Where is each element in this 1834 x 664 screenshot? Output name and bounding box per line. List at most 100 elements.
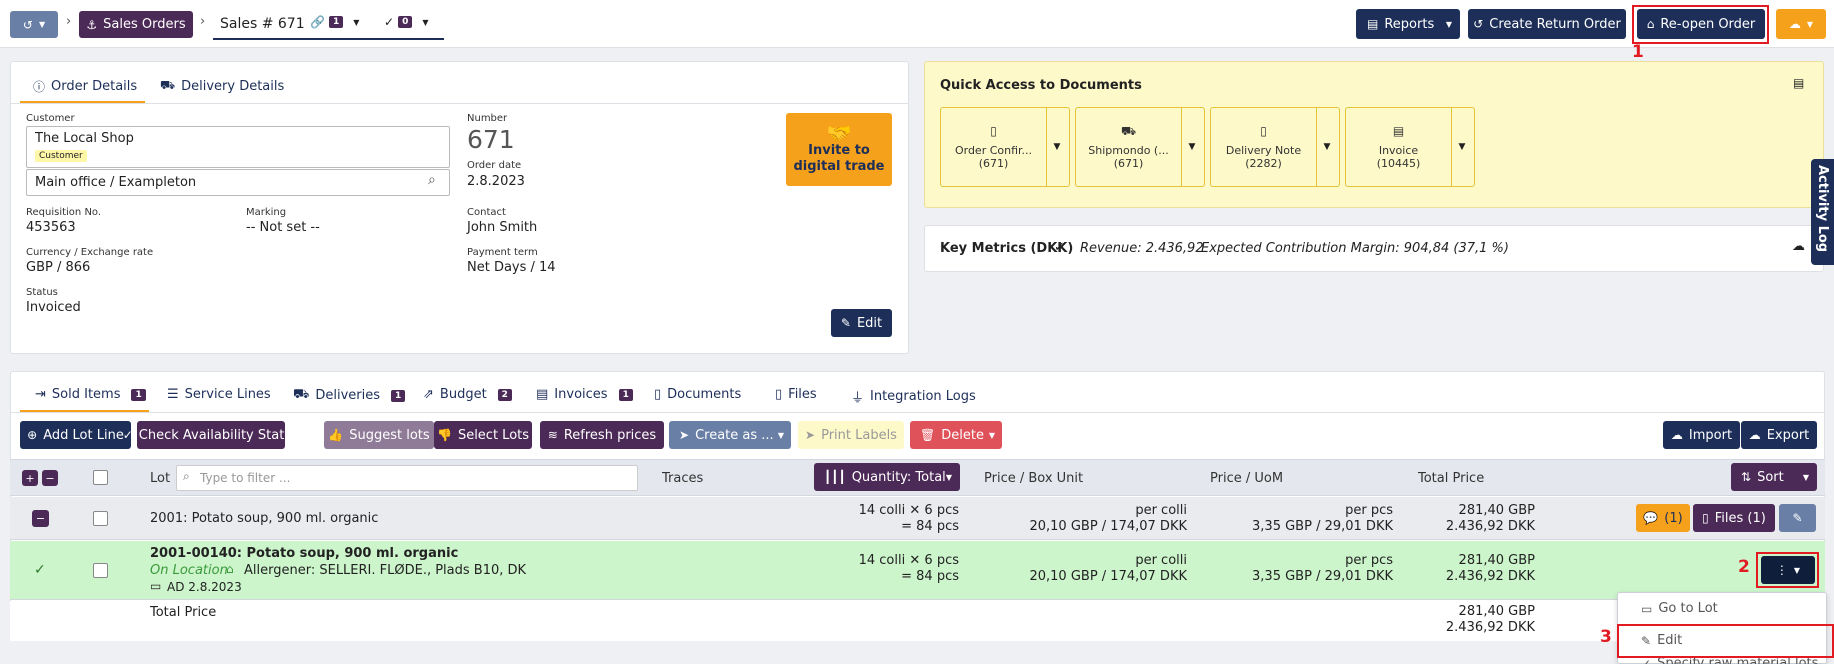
edit-row-button[interactable]: ✎	[1779, 504, 1816, 532]
menu-item-specify-raw-material[interactable]: ✓ Specify raw material lots	[1641, 656, 1818, 664]
caret-down-icon[interactable]: ▼	[1188, 142, 1196, 152]
customer-tag: Customer	[35, 150, 87, 162]
requisition-label: Requisition No.	[26, 207, 102, 218]
file-icon: ▯	[775, 387, 783, 402]
check-availability-button[interactable]: ✓ Check Availability Status	[123, 421, 299, 449]
row-checkbox[interactable]	[93, 511, 108, 526]
select-all-checkbox[interactable]	[93, 470, 108, 485]
tab-documents[interactable]: ▯ Documents	[654, 387, 742, 402]
comments-button[interactable]: 💬 (1)	[1636, 504, 1690, 532]
reopen-order-button[interactable]: ⌂ Re-open Order	[1637, 9, 1765, 39]
building-icon: ⌂	[1646, 17, 1655, 31]
doc-shipmondo[interactable]: ⛟ Shipmondo (... (671) ▼	[1075, 107, 1205, 187]
sort-button[interactable]: ⇅ Sort ▼	[1731, 463, 1817, 491]
links-count-badge: 1	[328, 16, 344, 28]
refresh-prices-button[interactable]: ≋ Refresh prices	[540, 421, 664, 449]
caret-down-icon[interactable]: ▼	[1323, 142, 1331, 152]
key-metrics-card	[924, 225, 1824, 272]
tab-order-details[interactable]: ⓘ Order Details	[33, 79, 138, 94]
print-labels-button[interactable]: ➤ Print Labels	[798, 421, 904, 449]
select-lots-button[interactable]: 👎 Select Lots	[434, 421, 532, 449]
caret-down-icon: ▼	[777, 431, 784, 440]
cloud-actions-button[interactable]: ☁ ▼	[1776, 9, 1826, 39]
delete-button[interactable]: 🗑 Delete ▼	[910, 421, 1002, 449]
pdf-icon: ▯	[990, 123, 997, 138]
row-checkbox[interactable]	[93, 563, 108, 578]
export-button[interactable]: ☁ Export	[1741, 421, 1817, 449]
caret-down-icon[interactable]: ▼	[1053, 142, 1061, 152]
suggest-lots-button[interactable]: 👍 Suggest lots	[324, 421, 434, 449]
menu-item-edit[interactable]: ✎ Edit	[1641, 633, 1683, 648]
annotation-box-3	[1617, 624, 1834, 658]
caret-down-icon: ▼	[353, 17, 360, 27]
cloud-icon[interactable]: ☁	[1792, 239, 1805, 254]
doc-invoice[interactable]: ▤ Invoice (10445) ▼	[1345, 107, 1475, 187]
breadcrumb-sales-orders[interactable]: ⚓ Sales Orders	[79, 11, 193, 38]
tab-budget[interactable]: ⇗ Budget 2	[423, 387, 512, 402]
import-button[interactable]: ☁ Import	[1663, 421, 1740, 449]
ship-icon: ⚓	[86, 17, 98, 32]
activity-log-label: Activity Log	[1815, 165, 1830, 253]
tab-deliveries[interactable]: ⛟ Deliveries 1	[293, 387, 406, 404]
contact-value: John Smith	[467, 220, 538, 235]
create-return-order-button[interactable]: ↺ Create Return Order	[1468, 9, 1626, 39]
search-icon[interactable]: ⌕	[428, 172, 436, 188]
annotation-number-3: 3	[1600, 627, 1612, 647]
col-total-price: Total Price	[1418, 471, 1485, 486]
reports-button[interactable]: ▤ Reports ▼	[1356, 9, 1460, 39]
links-dropdown[interactable]: 🔗 1 ▼	[310, 15, 359, 29]
add-lot-line-button[interactable]: ⊕ Add Lot Line	[20, 421, 131, 449]
tab-sold-items[interactable]: ⇥ Sold Items 1	[35, 387, 146, 402]
caret-down-icon: ▼	[1445, 20, 1452, 29]
doc-order-confirmation[interactable]: ▯ Order Confir... (671) ▼	[940, 107, 1070, 187]
col-price-box-unit: Price / Box Unit	[984, 471, 1084, 486]
collapse-row-button[interactable]: −	[32, 510, 49, 527]
lot-filter-input[interactable]	[176, 465, 638, 491]
group-row-title: 2001: Potato soup, 900 ml. organic	[150, 511, 379, 526]
files-button[interactable]: ▯ Files (1)	[1693, 504, 1775, 532]
link-icon: 🔗	[310, 15, 325, 29]
group-total: 281,40 GBP 2.436,92 DKK	[1445, 503, 1535, 534]
times-icon: ✕	[909, 553, 921, 568]
table-row-group	[10, 497, 1825, 540]
annotation-box-2	[1756, 552, 1819, 588]
tab-invoices[interactable]: ▤ Invoices 1	[536, 387, 633, 402]
tab-divider	[10, 103, 909, 104]
quantity-column-button[interactable]: ┃┃┃ Quantity: Total ▼	[814, 463, 960, 491]
checks-count-badge: 0	[398, 16, 413, 28]
invite-digital-trade-button[interactable]: 🤝 Invite to digital trade	[786, 113, 892, 186]
checks-dropdown[interactable]: ✓ 0 ▼	[384, 15, 428, 29]
page-title: Sales # 671	[220, 16, 305, 32]
thumbs-down-icon: 👎	[436, 428, 452, 442]
doc-delivery-note[interactable]: ▯ Delivery Note (2282) ▼	[1210, 107, 1340, 187]
tab-files[interactable]: ▯ Files	[775, 387, 817, 402]
caret-down-icon[interactable]: ▼	[1458, 142, 1466, 152]
invoice-icon: ▤	[536, 387, 549, 402]
caret-down-icon: ▼	[988, 431, 995, 440]
edit-order-button[interactable]: ✎ Edit	[831, 309, 892, 337]
menu-item-go-to-lot[interactable]: ▭ Go to Lot	[1641, 601, 1718, 616]
caret-down-icon: ▼	[1802, 473, 1809, 482]
total-row-values: 281,40 GBP 2.436,92 DKK	[1445, 604, 1535, 635]
times-icon: ✕	[909, 503, 921, 518]
collapse-all-button[interactable]: −	[42, 470, 58, 486]
tab-integration-logs[interactable]: ⏚ Integration Logs	[851, 389, 976, 406]
activity-log-tab[interactable]	[1811, 159, 1834, 265]
tab-service-lines[interactable]: ☰ Service Lines	[167, 387, 271, 402]
create-as-button[interactable]: ➤ Create as ... ▼	[669, 421, 791, 449]
history-button[interactable]: ↺ ▼	[10, 11, 58, 38]
total-row-label: Total Price	[150, 605, 217, 620]
caret-down-icon: ▼	[1793, 565, 1801, 575]
currency-label: Currency / Exchange rate	[26, 247, 154, 258]
handshake-icon: 🤝	[826, 120, 852, 145]
annotation-number-1: 1	[1632, 42, 1644, 62]
annotation-box-1	[1632, 5, 1769, 44]
tabs-divider	[10, 412, 1825, 413]
customer-field[interactable]	[26, 126, 450, 168]
tab-delivery-details[interactable]: ⛟ Delivery Details	[160, 78, 285, 94]
row-actions-button[interactable]: ⋮ ▼	[1761, 556, 1815, 584]
cloud-icon: ☁	[1788, 17, 1801, 31]
expand-all-button[interactable]: +	[22, 470, 38, 486]
order-number: 671	[467, 125, 515, 154]
address-field[interactable]	[26, 169, 450, 196]
